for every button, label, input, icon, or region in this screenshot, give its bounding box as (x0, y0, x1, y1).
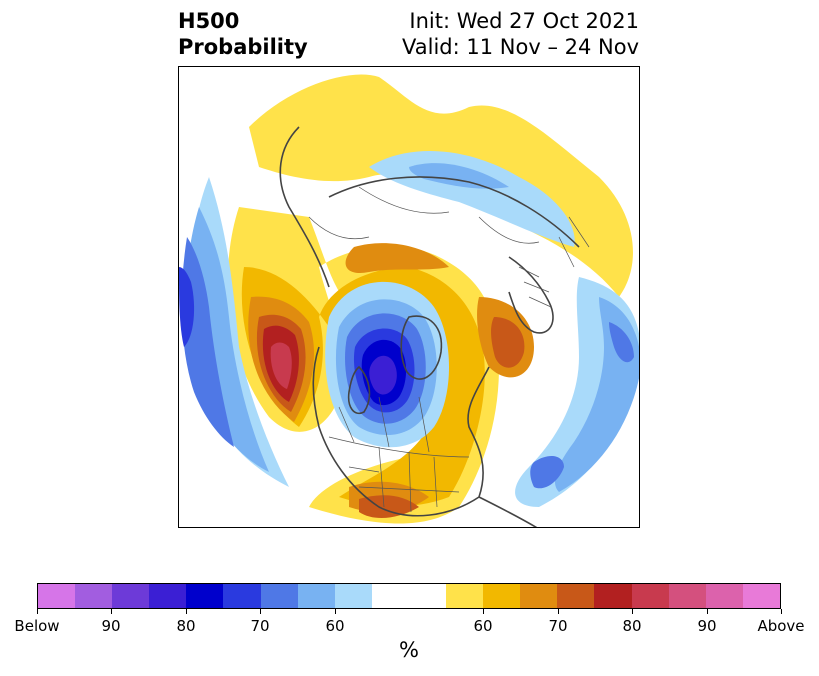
probability-colorbar (37, 583, 781, 609)
border-europe-countries (518, 216, 590, 308)
border-china (308, 216, 370, 240)
colorbar-segment (631, 584, 669, 608)
colorbar-label: 80 (176, 617, 196, 635)
colorbar-segment (223, 584, 261, 608)
coastline-greenland (400, 315, 443, 380)
colorbar-segment (371, 584, 409, 608)
colorbar-label: 70 (548, 617, 568, 635)
colorbar-label: 80 (622, 617, 642, 635)
colorbar-tick (558, 609, 559, 614)
colorbar-tick (186, 609, 187, 614)
below-65-band-west (185, 207, 269, 472)
colorbar-segment (334, 584, 372, 608)
colorbar-tick (707, 609, 708, 614)
coastline-europe (508, 256, 554, 334)
polar-map (178, 66, 640, 528)
above-70-band (248, 243, 534, 513)
title-block-left: H500 Probability (178, 8, 308, 60)
colorbar-segment (75, 584, 113, 608)
colorbar-segment (557, 584, 595, 608)
colorbar-label: Below (14, 617, 60, 635)
border-russia (358, 186, 540, 244)
colorbar-label: 90 (101, 617, 121, 635)
below-70-band-west (181, 237, 234, 447)
colorbar-segment (483, 584, 521, 608)
init-date: Init: Wed 27 Oct 2021 (409, 9, 639, 33)
coastlines (279, 126, 580, 527)
colorbar-segment (297, 584, 335, 608)
below-70-band-east (530, 322, 634, 489)
coastline-east-asia (279, 126, 330, 288)
colorbar-segment (112, 584, 150, 608)
colorbar-tick (781, 609, 782, 614)
colorbar-segment (408, 584, 447, 608)
colorbar-tick (37, 609, 38, 614)
colorbar-segment (594, 584, 632, 608)
political-borders (308, 186, 590, 513)
colorbar-segment (446, 584, 484, 608)
colorbar-segment (186, 584, 224, 608)
probability-map-svg (179, 74, 639, 527)
colorbar-label: 70 (250, 617, 270, 635)
below-normal-shading (179, 150, 639, 507)
coastline-north-america-west (312, 346, 480, 517)
colorbar-label: 60 (473, 617, 493, 635)
colorbar-tick (335, 609, 336, 614)
colorbar-label: 60 (325, 617, 345, 635)
colorbar-tick (111, 609, 112, 614)
border-us-states (348, 446, 460, 513)
border-canada-us (328, 436, 470, 458)
colorbar-segment (38, 584, 76, 608)
title-block-right: Init: Wed 27 Oct 2021 Valid: 11 Nov – 24… (402, 8, 639, 60)
colorbar-label: Above (757, 617, 805, 635)
below-85-band-center (369, 355, 397, 395)
coastline-north-america-east (467, 366, 490, 498)
colorbar-segment (668, 584, 706, 608)
coastline-asia-north (328, 176, 580, 248)
below-65-band-north (409, 163, 509, 189)
colorbar-tick (632, 609, 633, 614)
valid-range: Valid: 11 Nov – 24 Nov (402, 35, 639, 59)
border-canada-provinces (338, 396, 430, 453)
colorbar-segment (742, 584, 780, 608)
colorbar-segment (705, 584, 743, 608)
coastline-hudson-bay (347, 365, 371, 414)
colorbar-segment (149, 584, 187, 608)
colorbar-tick (483, 609, 484, 614)
colorbar-segment (260, 584, 298, 608)
colorbar-unit: % (399, 638, 419, 662)
coastline-south-america (478, 496, 538, 527)
field-subtitle: Probability (178, 35, 308, 59)
colorbar-segment (520, 584, 558, 608)
field-title: H500 (178, 9, 240, 33)
above-85-band (270, 342, 292, 389)
colorbar-label: 90 (697, 617, 717, 635)
below-75-band-west (179, 267, 195, 347)
colorbar-tick (260, 609, 261, 614)
